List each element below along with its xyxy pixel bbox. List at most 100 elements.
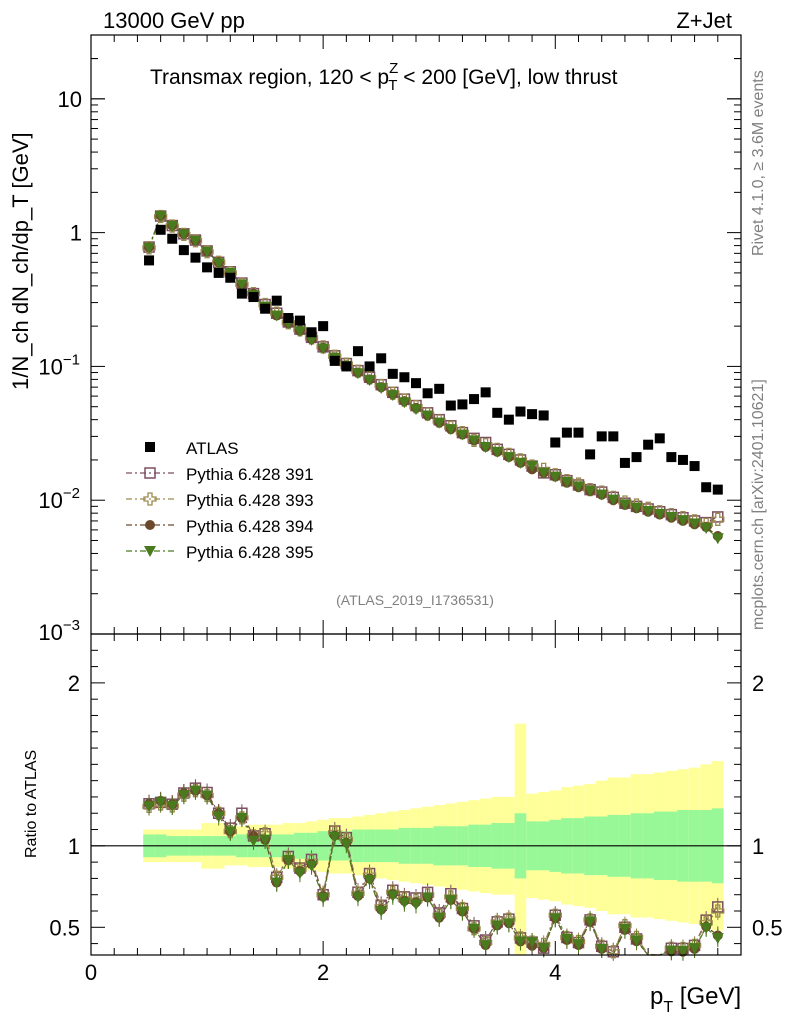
atlas-point bbox=[701, 482, 712, 493]
ratio-point bbox=[305, 860, 318, 872]
ratio-point bbox=[711, 904, 725, 918]
atlas-point bbox=[411, 378, 421, 389]
mc-point bbox=[317, 343, 330, 355]
y-tick-label: 10 bbox=[58, 87, 82, 112]
mc-point bbox=[444, 424, 457, 436]
ratio-tick-label-right: 0.5 bbox=[752, 915, 783, 940]
x-axis-label: pT [GeV] bbox=[650, 983, 741, 1016]
mc-line bbox=[148, 215, 719, 539]
ratio-point bbox=[282, 854, 295, 866]
ratio-point bbox=[537, 943, 550, 955]
ratio-tick-label: 2 bbox=[68, 671, 80, 696]
ratio-point bbox=[247, 835, 260, 847]
mc-point bbox=[711, 512, 725, 526]
ratio-point bbox=[433, 912, 446, 924]
ratio-point bbox=[491, 920, 504, 932]
atlas-point bbox=[643, 439, 654, 450]
rivet-version-label: Rivet 4.1.0, ≥ 3.6M events bbox=[750, 70, 767, 256]
atlas-point bbox=[503, 414, 514, 425]
atlas-point bbox=[271, 295, 282, 306]
ratio-point bbox=[398, 897, 411, 909]
atlas-point bbox=[399, 372, 410, 383]
atlas-point bbox=[585, 449, 596, 460]
legend-marker-atlas bbox=[145, 442, 155, 452]
ratio-point bbox=[421, 892, 434, 904]
mc-point bbox=[572, 481, 585, 493]
mc-point bbox=[154, 211, 167, 223]
mc-point bbox=[676, 515, 689, 527]
ratio-point bbox=[560, 934, 573, 946]
atlas-point bbox=[515, 406, 526, 417]
atlas-point bbox=[213, 267, 224, 278]
mc-point bbox=[363, 375, 376, 387]
atlas-point bbox=[608, 431, 619, 442]
ratio-point bbox=[665, 945, 678, 957]
chart-title: Transmax region, 120 < pZ T < 200 [GeV], … bbox=[150, 60, 618, 94]
ratio-point bbox=[584, 916, 597, 928]
atlas-point bbox=[341, 361, 352, 372]
ratio-tick-label: 0.5 bbox=[49, 915, 80, 940]
mc-point bbox=[201, 246, 214, 258]
atlas-point bbox=[596, 431, 607, 442]
ratio-point bbox=[410, 899, 422, 911]
ratio-y-axis-label: Ratio to ATLAS bbox=[23, 750, 40, 858]
atlas-point bbox=[654, 433, 665, 444]
mc-point bbox=[700, 522, 713, 534]
mc-point bbox=[143, 242, 156, 254]
mc-point bbox=[375, 382, 388, 394]
legend-label: Pythia 6.428 395 bbox=[186, 543, 314, 562]
ratio-point bbox=[456, 906, 469, 918]
atlas-point bbox=[202, 262, 213, 273]
atlas-point bbox=[480, 387, 491, 398]
atlas-point bbox=[283, 313, 294, 324]
ratio-point bbox=[317, 892, 330, 904]
ratio-point bbox=[386, 890, 399, 902]
mc-point bbox=[410, 404, 422, 416]
y-tick-label: 10−1 bbox=[38, 351, 80, 379]
atlas-point bbox=[167, 233, 178, 244]
atlas-point bbox=[352, 346, 363, 357]
ratio-point bbox=[618, 924, 631, 936]
mc-point bbox=[560, 476, 573, 488]
mc-point bbox=[235, 279, 248, 291]
mc-point bbox=[421, 410, 434, 422]
mc-point bbox=[630, 502, 643, 514]
ratio-point bbox=[606, 945, 620, 959]
mc-point bbox=[351, 368, 364, 380]
legend-marker bbox=[143, 492, 157, 506]
ratio-panel: 0.5 0.5 1 1 2 2 bbox=[49, 649, 783, 961]
ratio-point bbox=[479, 940, 492, 952]
atlas-point bbox=[236, 288, 247, 299]
x-tick-label: 0 bbox=[85, 960, 97, 985]
mc-point bbox=[549, 471, 562, 483]
mc-point bbox=[293, 326, 306, 338]
ratio-point bbox=[711, 933, 724, 945]
legend: ATLAS Pythia 6.428 391 Pythia 6.428 393 Pyt… bbox=[126, 439, 314, 562]
atlas-point bbox=[712, 484, 723, 495]
ratio-point bbox=[363, 875, 376, 887]
atlas-point bbox=[689, 461, 700, 472]
atlas-point bbox=[457, 399, 468, 410]
mc-point bbox=[479, 441, 492, 453]
ratio-point bbox=[293, 868, 306, 880]
ratio-panel-frame bbox=[90, 633, 742, 956]
ratio-point bbox=[201, 790, 214, 802]
legend-label: Pythia 6.428 393 bbox=[186, 491, 314, 510]
ratio-tick-label: 1 bbox=[68, 834, 80, 859]
atlas-point bbox=[260, 303, 271, 314]
legend-marker bbox=[144, 546, 156, 557]
mc-point bbox=[433, 417, 446, 429]
ratio-point bbox=[688, 943, 701, 955]
ratio-point bbox=[340, 839, 353, 851]
mc-point bbox=[305, 334, 318, 346]
ratio-point bbox=[700, 922, 713, 934]
x-tick-label: 4 bbox=[549, 960, 561, 985]
atlas-point bbox=[619, 457, 630, 468]
ratio-point bbox=[166, 800, 179, 812]
ratio-point bbox=[328, 831, 341, 843]
ratio-point bbox=[375, 906, 388, 918]
atlas-point bbox=[538, 410, 549, 421]
ratio-point bbox=[595, 944, 608, 956]
mc-point bbox=[688, 518, 701, 530]
